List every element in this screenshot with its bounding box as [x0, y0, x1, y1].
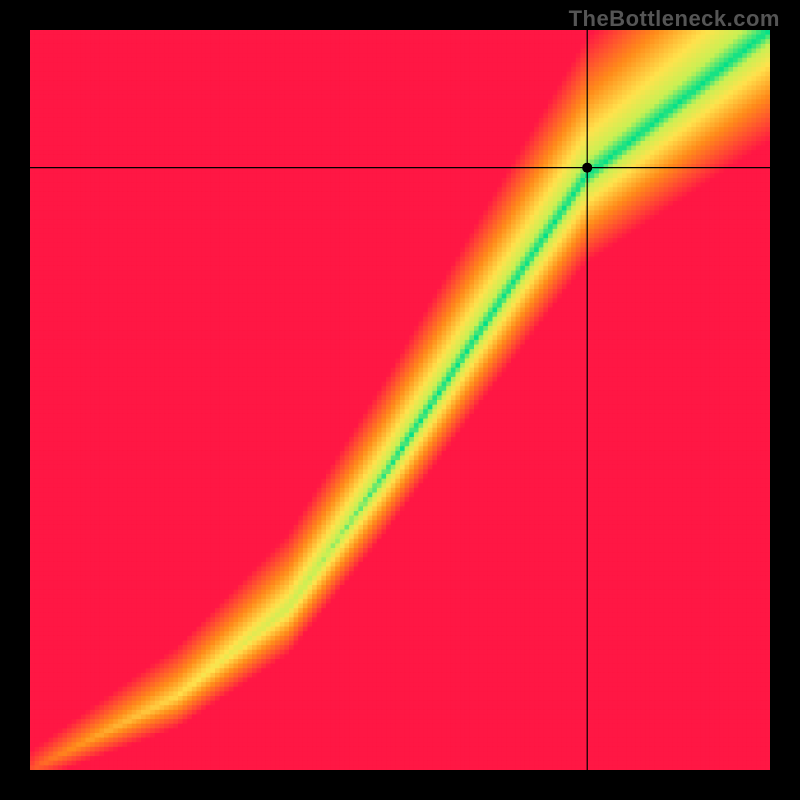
heatmap-container [30, 30, 770, 770]
bottleneck-heatmap [30, 30, 770, 770]
watermark-text: TheBottleneck.com [569, 6, 780, 32]
